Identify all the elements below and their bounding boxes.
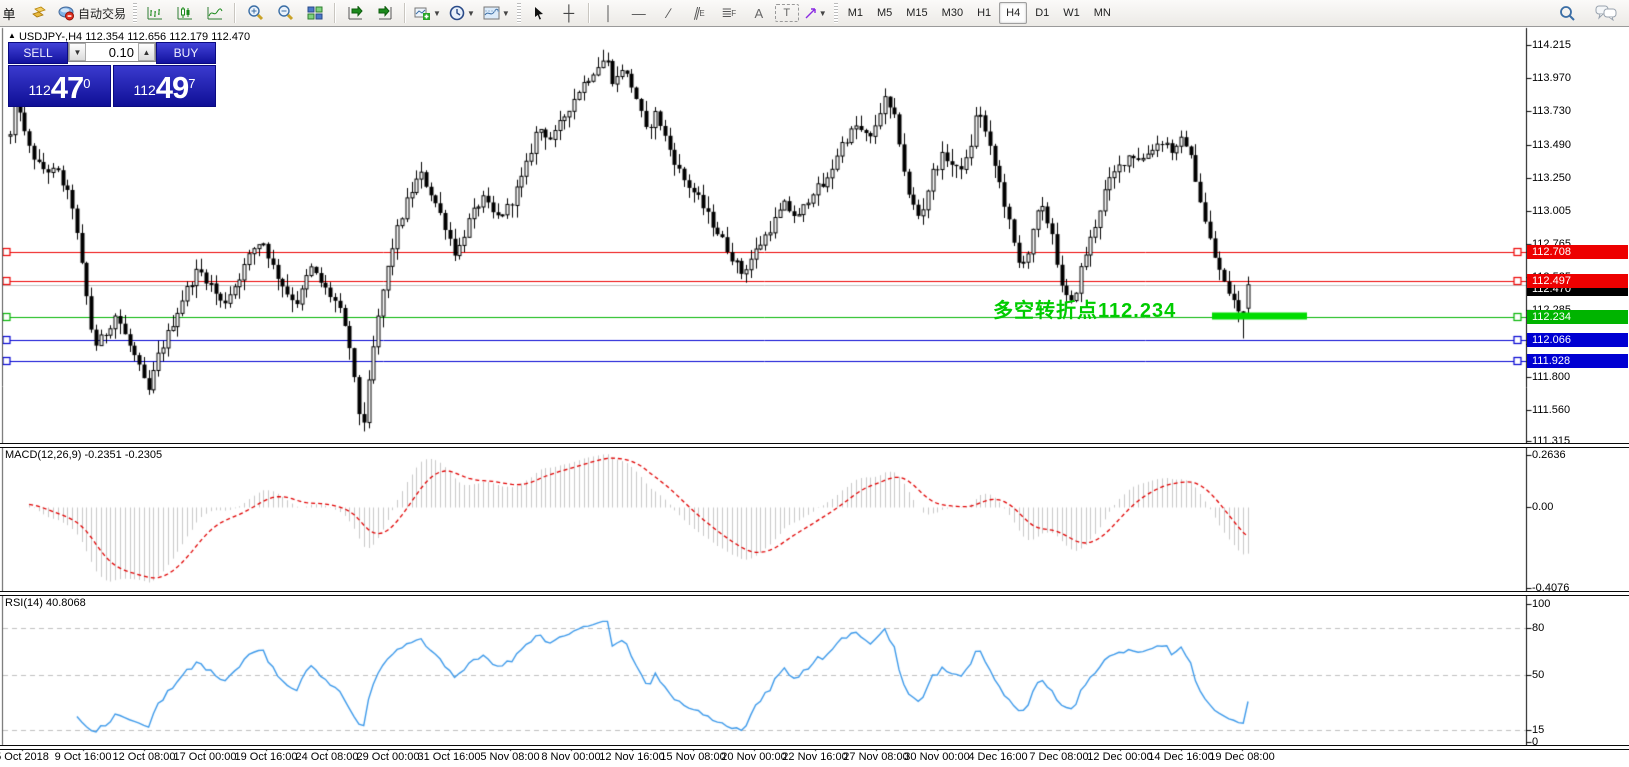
time-tick: 19 Oct 16:00 [234,751,298,763]
pane-separator[interactable] [0,591,1629,596]
hline-price-label[interactable]: 112.234 [1527,310,1628,324]
time-tick: 5 Oct 2018 [0,751,49,763]
time-tick: 12 Dec 00:00 [1087,751,1153,763]
hline-price-label[interactable]: 112.497 [1527,274,1628,288]
sell-price-pip: 0 [83,76,91,91]
time-tick: 8 Nov 00:00 [541,751,601,763]
price-tick: 113.250 [1532,172,1571,184]
macd-tick: 0.2636 [1532,449,1566,461]
hline-price-label[interactable]: 111.928 [1527,354,1628,368]
chart-ohlc-title: ▲ USDJPY-,H4 112.354 112.656 112.179 112… [8,31,250,43]
time-tick: 7 Dec 08:00 [1029,751,1089,763]
buy-price-prefix: 112 [133,82,156,98]
time-tick: 19 Dec 08:00 [1209,751,1275,763]
lot-size-value[interactable]: 0.10 [108,44,134,60]
rsi-tick: 0 [1532,736,1539,748]
collapse-marker-icon[interactable]: ▲ [8,31,16,40]
rsi-indicator-label: RSI(14) 40.8068 [5,597,86,609]
price-tick: 113.970 [1532,72,1571,84]
price-tick: 113.490 [1532,139,1571,151]
time-tick: 20 Nov 00:00 [721,751,787,763]
lot-increase-button[interactable]: ▲ [138,43,155,61]
rsi-tick: 15 [1532,724,1545,736]
ohlc-values: 112.354 112.656 112.179 112.470 [85,31,251,43]
price-tick: 113.730 [1532,105,1571,117]
symbol-period-label: USDJPY-,H4 [18,31,83,43]
price-tick: 111.560 [1532,404,1571,416]
price-tick: 114.215 [1532,39,1571,51]
pivot-annotation-text[interactable]: 多空转折点112.234 [993,300,1177,322]
time-tick: 30 Nov 00:00 [904,751,970,763]
pane-separator[interactable] [0,443,1629,448]
time-tick: 17 Oct 00:00 [173,751,237,763]
hline-price-label[interactable]: 112.066 [1527,333,1628,347]
time-tick: 31 Oct 16:00 [417,751,481,763]
time-tick: 9 Oct 16:00 [54,751,112,763]
time-tick: 12 Oct 08:00 [112,751,176,763]
sell-price-prefix: 112 [28,82,51,98]
lot-size-spinner: ▼ 0.10 ▲ [68,42,156,62]
macd-indicator-label: MACD(12,26,9) -0.2351 -0.2305 [5,449,163,461]
buy-price-main: 49 [155,70,189,105]
time-tick: 14 Dec 16:00 [1148,751,1214,763]
buy-price-display[interactable]: 112 49 7 [113,65,216,107]
pane-separator [0,745,1629,750]
time-tick: 5 Nov 08:00 [480,751,540,763]
sell-price-display[interactable]: 112 47 0 [8,65,111,107]
time-tick: 22 Nov 16:00 [782,751,848,763]
one-click-trading-panel: SELL ▼ 0.10 ▲ BUY 112 47 0 112 49 7 [8,42,216,107]
hline-price-label[interactable]: 112.708 [1527,245,1628,259]
sell-button[interactable]: SELL [8,42,68,64]
price-tick: 111.800 [1532,371,1571,383]
buy-button[interactable]: BUY [156,42,216,64]
buy-price-pip: 7 [188,76,196,91]
price-tick: 113.005 [1532,205,1571,217]
sell-price-main: 47 [50,70,84,105]
time-tick: 15 Nov 08:00 [660,751,726,763]
time-tick: 12 Nov 16:00 [599,751,665,763]
time-tick: 4 Dec 16:00 [968,751,1028,763]
rsi-tick: 50 [1532,669,1545,681]
rsi-tick: 100 [1532,598,1551,610]
time-tick: 29 Oct 00:00 [356,751,420,763]
time-tick: 24 Oct 08:00 [295,751,359,763]
rsi-tick: 80 [1532,622,1545,634]
macd-tick: 0.00 [1532,501,1554,513]
lot-decrease-button[interactable]: ▼ [69,43,86,61]
time-tick: 27 Nov 08:00 [843,751,909,763]
